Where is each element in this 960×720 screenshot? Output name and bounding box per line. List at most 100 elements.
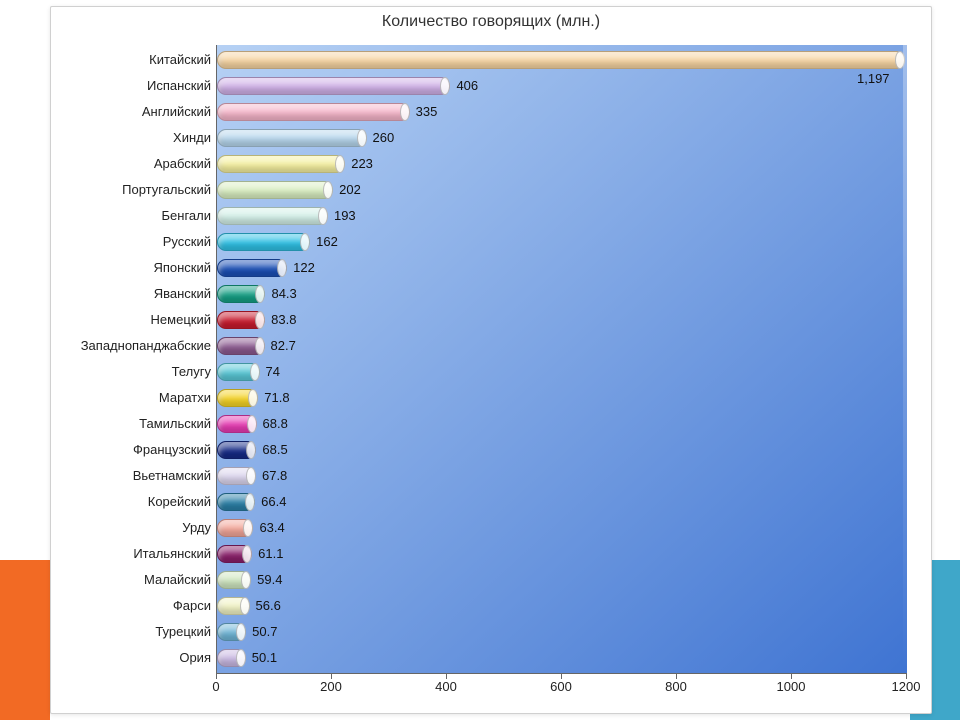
bar xyxy=(217,623,246,641)
y-axis-category-label: Хинди xyxy=(173,130,211,145)
y-axis-category-label: Урду xyxy=(182,520,211,535)
bar xyxy=(217,389,258,407)
bar-body xyxy=(217,129,367,147)
y-axis-category-label: Корейский xyxy=(148,494,211,509)
bar-value-label: 223 xyxy=(351,156,373,171)
bar xyxy=(217,311,265,329)
bar-body xyxy=(217,51,905,69)
y-axis-category-label: Тамильский xyxy=(139,416,211,431)
bar xyxy=(217,545,252,563)
bar xyxy=(217,155,345,173)
bar-cap xyxy=(250,363,260,381)
bar-cap xyxy=(246,467,256,485)
y-axis-category-label: Бенгали xyxy=(162,208,211,223)
bar xyxy=(217,649,246,667)
bar-cap xyxy=(255,311,265,329)
bar-value-label: 84.3 xyxy=(271,286,296,301)
x-axis-tick-label: 200 xyxy=(320,679,342,694)
bar xyxy=(217,493,255,511)
y-axis-category-label: Французский xyxy=(133,442,211,457)
bar-value-label: 162 xyxy=(316,234,338,249)
bar-value-label: 63.4 xyxy=(259,520,284,535)
bar-value-label: 1,197 xyxy=(857,71,890,86)
y-axis-category-label: Немецкий xyxy=(151,312,211,327)
bar-value-label: 260 xyxy=(373,130,395,145)
y-axis-category-label: Фарси xyxy=(173,598,211,613)
x-axis-tick-label: 800 xyxy=(665,679,687,694)
y-axis-category-label: Яванский xyxy=(154,286,211,301)
bar-cap xyxy=(335,155,345,173)
y-axis-category-label: Арабский xyxy=(154,156,211,171)
bar-value-label: 335 xyxy=(416,104,438,119)
bar xyxy=(217,181,333,199)
bar-value-label: 68.8 xyxy=(263,416,288,431)
bar xyxy=(217,207,328,225)
bar xyxy=(217,571,251,589)
y-axis-category-label: Испанский xyxy=(147,78,211,93)
chart-plot-area: 1,19740633526022320219316212284.383.882.… xyxy=(216,45,907,674)
bar xyxy=(217,129,367,147)
bar-value-label: 59.4 xyxy=(257,572,282,587)
bar-cap xyxy=(277,259,287,277)
bar-cap xyxy=(245,493,255,511)
bar-body xyxy=(217,155,345,173)
bar-cap xyxy=(255,285,265,303)
bar-value-label: 50.7 xyxy=(252,624,277,639)
bar-value-label: 193 xyxy=(334,208,356,223)
bar-body xyxy=(217,233,310,251)
x-axis-tick-label: 1000 xyxy=(777,679,806,694)
y-axis-category-label: Вьетнамский xyxy=(133,468,211,483)
bar-cap xyxy=(357,129,367,147)
y-axis-category-label: Итальянский xyxy=(133,546,211,561)
bar-value-label: 67.8 xyxy=(262,468,287,483)
bar-value-label: 406 xyxy=(456,78,478,93)
bar-cap xyxy=(300,233,310,251)
bar xyxy=(217,467,256,485)
bar xyxy=(217,51,905,69)
bar xyxy=(217,337,265,355)
x-axis-tick-label: 400 xyxy=(435,679,457,694)
bar-value-label: 61.1 xyxy=(258,546,283,561)
chart-title: Количество говорящих (млн.) xyxy=(51,13,931,31)
bar xyxy=(217,597,250,615)
bar xyxy=(217,233,310,251)
bar-body xyxy=(217,103,410,121)
x-axis-tick-label: 1200 xyxy=(892,679,921,694)
bar-value-label: 82.7 xyxy=(271,338,296,353)
bar-cap xyxy=(323,181,333,199)
bar-value-label: 56.6 xyxy=(256,598,281,613)
bar-cap xyxy=(895,51,905,69)
bar-value-label: 50.1 xyxy=(252,650,277,665)
bar-cap xyxy=(318,207,328,225)
y-axis-category-label: Маратхи xyxy=(159,390,211,405)
bar xyxy=(217,77,450,95)
chart-card: Количество говорящих (млн.) 1,197 406 335 2… xyxy=(50,6,932,714)
bar-cap xyxy=(236,649,246,667)
bar-body xyxy=(217,207,328,225)
bar-cap xyxy=(240,597,250,615)
bar-cap xyxy=(242,545,252,563)
y-axis-category-label: Китайский xyxy=(149,52,211,67)
y-axis-category-label: Телугу xyxy=(172,364,211,379)
x-axis-tick-label: 0 xyxy=(212,679,219,694)
y-axis-category-label: Английский xyxy=(142,104,211,119)
y-axis-category-label: Западнопанджабские xyxy=(81,338,211,353)
bar-body xyxy=(217,77,450,95)
bar-cap xyxy=(243,519,253,537)
bar-value-label: 66.4 xyxy=(261,494,286,509)
bar xyxy=(217,519,253,537)
bar xyxy=(217,441,256,459)
y-axis-category-label: Ория xyxy=(179,650,211,665)
bar-cap xyxy=(255,337,265,355)
bar-value-label: 83.8 xyxy=(271,312,296,327)
y-axis-category-label: Португальский xyxy=(122,182,211,197)
bar-cap xyxy=(440,77,450,95)
y-axis-category-label: Японский xyxy=(153,260,211,275)
bar-cap xyxy=(400,103,410,121)
bar-value-label: 71.8 xyxy=(264,390,289,405)
bar-value-label: 74 xyxy=(266,364,280,379)
decor-orange-block xyxy=(0,560,50,720)
bar-cap xyxy=(246,441,256,459)
x-axis-tick-label: 600 xyxy=(550,679,572,694)
bar-value-label: 202 xyxy=(339,182,361,197)
